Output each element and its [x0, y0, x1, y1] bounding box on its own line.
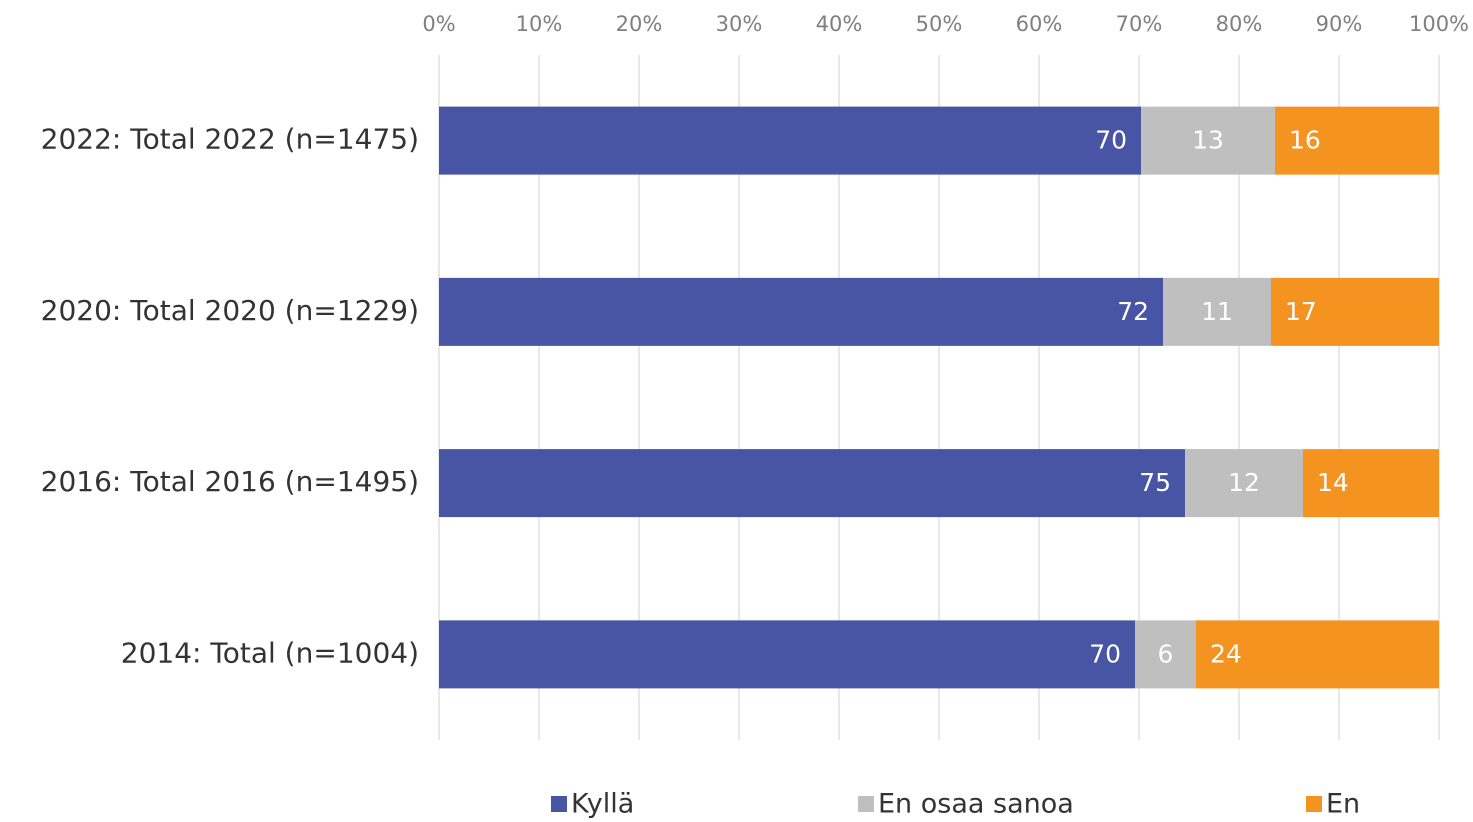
data-label: 70: [1095, 126, 1127, 155]
data-label: 12: [1228, 468, 1260, 497]
bar-segment: [439, 106, 1141, 175]
x-tick-label: 20%: [616, 12, 663, 36]
bar-segment: [1185, 449, 1303, 518]
legend-swatch: [1306, 796, 1322, 812]
bar-segment: [439, 449, 1185, 518]
x-tick-label: 80%: [1216, 12, 1263, 36]
data-label: 11: [1201, 297, 1233, 326]
bar-segment: [1271, 277, 1439, 346]
legend-swatch: [858, 796, 874, 812]
x-tick-label: 30%: [716, 12, 763, 36]
data-label: 75: [1139, 468, 1171, 497]
legend-label: En osaa sanoa: [878, 789, 1074, 819]
bar-segment: [1196, 620, 1439, 689]
x-tick-label: 60%: [1016, 12, 1063, 36]
category-label: 2016: Total 2016 (n=1495): [41, 465, 419, 498]
x-tick-label: 70%: [1116, 12, 1163, 36]
data-label: 16: [1289, 126, 1321, 155]
legend-swatch: [551, 796, 567, 812]
bar-segment: [439, 277, 1163, 346]
x-tick-label: 90%: [1316, 12, 1363, 36]
x-tick-label: 100%: [1409, 12, 1469, 36]
bar-segment: [1135, 620, 1196, 689]
data-label: 17: [1285, 297, 1317, 326]
category-label: 2020: Total 2020 (n=1229): [41, 294, 419, 327]
bar-segment: [1275, 106, 1439, 175]
legend-label: Kyllä: [571, 789, 634, 819]
bar-segment: [1303, 449, 1439, 518]
data-label: 13: [1192, 126, 1224, 155]
x-tick-label: 50%: [916, 12, 963, 36]
data-label: 14: [1317, 468, 1349, 497]
data-label: 24: [1210, 639, 1242, 668]
category-label: 2022: Total 2022 (n=1475): [41, 123, 419, 156]
bar-segment: [439, 620, 1135, 689]
x-tick-label: 10%: [516, 12, 563, 36]
x-tick-label: 0%: [422, 12, 455, 36]
data-label: 6: [1158, 639, 1174, 668]
data-label: 70: [1089, 639, 1121, 668]
bar-segment: [1141, 106, 1275, 175]
data-label: 72: [1117, 297, 1149, 326]
legend-label: En: [1326, 789, 1360, 819]
bar-segment: [1163, 277, 1271, 346]
x-tick-label: 40%: [816, 12, 863, 36]
category-label: 2014: Total (n=1004): [121, 636, 419, 669]
